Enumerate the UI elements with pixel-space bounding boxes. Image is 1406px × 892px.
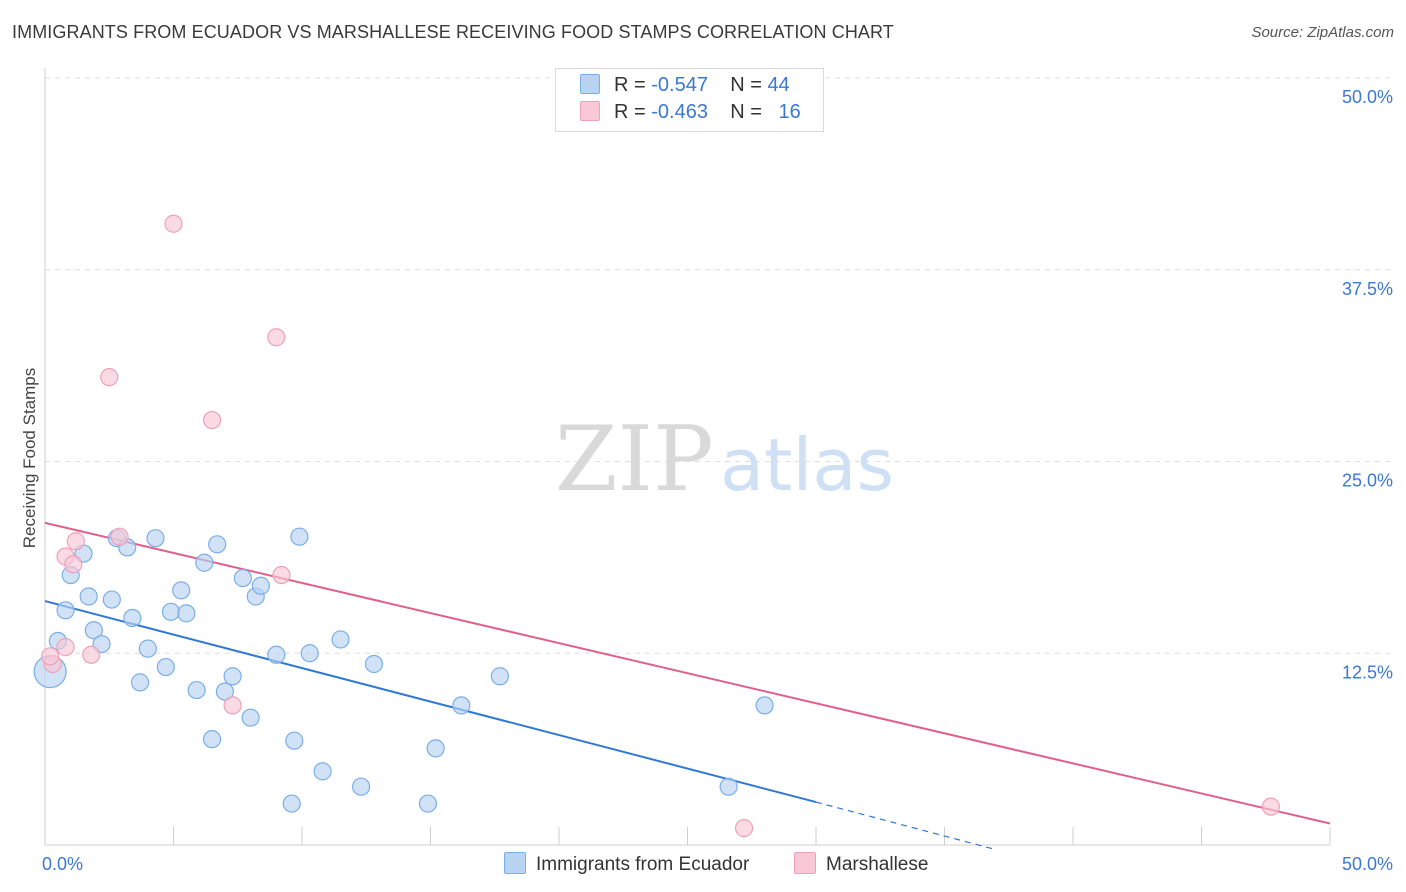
point-ecuador-13 bbox=[138, 639, 157, 658]
point-ecuador-6 bbox=[84, 621, 103, 640]
legend-row-marshallese: R = -0.463 N = 16 bbox=[580, 101, 801, 127]
point-ecuador-17 bbox=[172, 581, 191, 600]
y-tick-label-3: 50.0% bbox=[1342, 87, 1393, 107]
point-ecuador-34 bbox=[313, 762, 332, 781]
y-tick-label-2: 37.5% bbox=[1342, 279, 1393, 299]
legend-r-ecuador: -0.547 bbox=[651, 74, 708, 96]
axes bbox=[44, 68, 1331, 846]
point-ecuador-37 bbox=[364, 654, 384, 674]
tick-labels: 12.5% 25.0% 37.5% 50.0% 0.0% 50.0% bbox=[42, 87, 1393, 874]
watermark-atlas: atlas bbox=[720, 423, 894, 507]
trend-line-1 bbox=[44, 521, 1331, 825]
point-ecuador-26 bbox=[241, 708, 260, 727]
point-ecuador-16 bbox=[161, 602, 181, 621]
point-ecuador-33 bbox=[300, 644, 319, 663]
point-marshallese-14 bbox=[1261, 797, 1280, 816]
point-marshallese-12 bbox=[272, 565, 291, 585]
point-ecuador-19 bbox=[187, 680, 206, 700]
point-ecuador-38 bbox=[418, 794, 438, 813]
legend-label-marshallese: Marshallese bbox=[826, 854, 929, 875]
point-marshallese-7 bbox=[110, 527, 129, 546]
point-marshallese-9 bbox=[202, 410, 222, 430]
point-marshallese-4 bbox=[66, 532, 85, 551]
point-ecuador-22 bbox=[208, 535, 227, 554]
x-tick-label-1: 50.0% bbox=[1342, 854, 1393, 874]
point-ecuador-18 bbox=[177, 604, 196, 623]
point-ecuador-11 bbox=[123, 608, 142, 628]
point-marshallese-15 bbox=[41, 647, 60, 666]
point-ecuador-12 bbox=[130, 673, 150, 692]
point-ecuador-29 bbox=[267, 645, 286, 664]
chart-source: Source: ZipAtlas.com bbox=[1251, 24, 1394, 41]
x-tick-label-0: 0.0% bbox=[42, 854, 83, 874]
series-legend: Immigrants from Ecuador Marshallese bbox=[0, 852, 1406, 878]
point-ecuador-5 bbox=[79, 587, 98, 606]
point-marshallese-6 bbox=[100, 368, 119, 387]
point-ecuador-35 bbox=[331, 630, 350, 649]
point-ecuador-8 bbox=[102, 590, 121, 609]
trend-line-0 bbox=[44, 600, 817, 804]
trend-extension-0 bbox=[815, 801, 997, 851]
point-ecuador-43 bbox=[755, 696, 774, 715]
trend-lines bbox=[44, 521, 1331, 851]
y-axis-label: Receiving Food Stamps bbox=[20, 367, 39, 549]
stats-legend: R = -0.547 N = 44 R = -0.463 N = 16 bbox=[555, 68, 824, 132]
legend-item-ecuador[interactable]: Immigrants from Ecuador bbox=[504, 852, 749, 876]
legend-key-marshallese bbox=[794, 852, 816, 874]
point-marshallese-11 bbox=[267, 328, 286, 347]
point-marshallese-13 bbox=[734, 819, 754, 838]
point-marshallese-3 bbox=[64, 555, 83, 574]
point-ecuador-40 bbox=[452, 696, 471, 715]
point-ecuador-28 bbox=[251, 576, 270, 595]
watermark-zip: ZIP bbox=[555, 407, 714, 512]
legend-item-marshallese[interactable]: Marshallese bbox=[794, 852, 928, 876]
y-tick-label-1: 25.0% bbox=[1342, 471, 1393, 491]
watermark: ZIP atlas bbox=[555, 407, 894, 512]
y-tick-label-0: 12.5% bbox=[1342, 662, 1393, 682]
point-ecuador-36 bbox=[352, 777, 371, 796]
point-marshallese-8 bbox=[164, 214, 183, 233]
legend-n-ecuador: 44 bbox=[767, 74, 790, 96]
point-marshallese-5 bbox=[82, 645, 101, 664]
point-ecuador-2 bbox=[56, 601, 75, 620]
data-points bbox=[33, 214, 1280, 838]
point-ecuador-25 bbox=[233, 568, 252, 588]
point-ecuador-41 bbox=[490, 667, 509, 686]
point-ecuador-30 bbox=[282, 794, 301, 813]
point-ecuador-23 bbox=[215, 682, 234, 701]
legend-row-ecuador: R = -0.547 N = 44 bbox=[580, 74, 790, 100]
legend-label-ecuador: Immigrants from Ecuador bbox=[536, 854, 750, 875]
legend-swatch-ecuador bbox=[580, 74, 600, 94]
legend-r-marshallese: -0.463 bbox=[651, 101, 708, 123]
point-ecuador-31 bbox=[285, 731, 304, 750]
legend-n-marshallese: 16 bbox=[778, 101, 801, 123]
point-marshallese-10 bbox=[223, 696, 242, 715]
legend-key-ecuador bbox=[504, 852, 526, 874]
point-ecuador-42 bbox=[719, 777, 738, 796]
point-ecuador-39 bbox=[426, 739, 445, 758]
legend-swatch-marshallese bbox=[580, 101, 600, 121]
point-ecuador-14 bbox=[146, 529, 165, 548]
point-marshallese-1 bbox=[56, 638, 75, 657]
point-ecuador-24 bbox=[223, 667, 242, 686]
point-ecuador-15 bbox=[156, 657, 175, 677]
point-ecuador-20 bbox=[195, 553, 214, 572]
gridlines bbox=[45, 77, 1392, 654]
point-ecuador-32 bbox=[290, 527, 309, 546]
point-ecuador-21 bbox=[202, 730, 222, 749]
chart-title: IMMIGRANTS FROM ECUADOR VS MARSHALLESE R… bbox=[12, 22, 894, 42]
